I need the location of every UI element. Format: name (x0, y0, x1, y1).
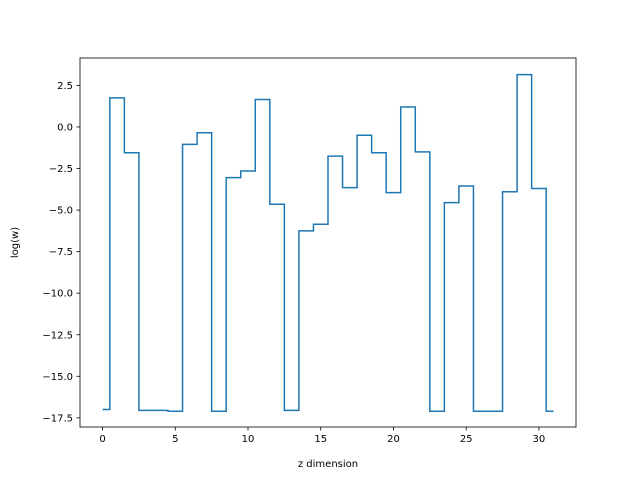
y-tick-label: −17.5 (42, 413, 73, 424)
x-tick-label: 20 (387, 434, 400, 445)
y-tick-label: −10.0 (42, 289, 73, 300)
x-tick-label: 0 (99, 434, 105, 445)
x-axis-label: z dimension (298, 459, 358, 470)
y-axis: 2.5 0.0 −2.5 −5.0 −7.5 −10.0 −12.5 −15.0 −17.5 (42, 81, 80, 424)
y-tick-label: −12.5 (42, 330, 73, 341)
y-tick-label: −2.5 (49, 164, 73, 175)
y-axis-label: log(w) (10, 227, 21, 258)
x-tick-label: 15 (314, 434, 327, 445)
x-axis: 0 5 10 15 20 25 30 (99, 427, 545, 445)
x-tick-label: 25 (460, 434, 473, 445)
x-tick-label: 30 (533, 434, 546, 445)
y-tick-label: −7.5 (49, 247, 73, 258)
y-tick-label: 2.5 (57, 81, 73, 92)
y-tick-label: 0.0 (57, 122, 73, 133)
y-tick-label: −15.0 (42, 372, 73, 383)
y-tick-label: −5.0 (49, 206, 73, 217)
series-layer (102, 73, 554, 412)
series-line (102, 73, 554, 412)
plot-area (80, 58, 576, 427)
x-tick-label: 5 (172, 434, 178, 445)
x-tick-label: 10 (242, 434, 255, 445)
plot-frame (79, 57, 577, 428)
